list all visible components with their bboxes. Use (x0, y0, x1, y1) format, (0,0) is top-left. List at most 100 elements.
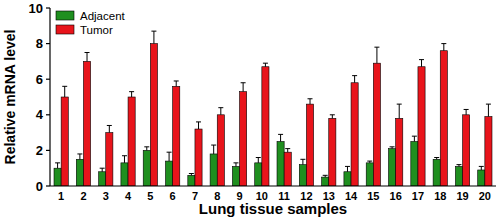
error-cap (151, 31, 156, 32)
error-stem (153, 31, 154, 43)
marks (54, 31, 492, 186)
error-bar (308, 99, 313, 104)
error-stem (443, 44, 444, 51)
bar (433, 159, 440, 186)
bar (99, 172, 106, 186)
error-stem (265, 63, 266, 67)
error-stem (258, 158, 259, 163)
error-bar (144, 147, 149, 151)
bar (366, 163, 373, 186)
bar (306, 104, 313, 186)
error-bar (323, 175, 328, 177)
legend-label: Tumor (80, 24, 113, 36)
x-tick-label: 19 (456, 190, 468, 202)
y-tick-label: 10 (29, 1, 43, 16)
y-tick (46, 7, 50, 8)
x-tick-label: 6 (170, 190, 176, 202)
error-stem (109, 125, 110, 132)
chart: 02468101234567891011121314151617181920Lu… (0, 0, 500, 221)
bar (195, 129, 202, 186)
error-bar (85, 53, 90, 62)
error-bar (330, 115, 335, 119)
error-bar (345, 166, 350, 171)
error-stem (481, 166, 482, 170)
error-cap (211, 145, 216, 146)
error-stem (376, 47, 377, 63)
error-cap (374, 47, 379, 48)
bar (329, 118, 336, 186)
bar (389, 149, 396, 186)
error-bar (456, 165, 461, 167)
error-stem (347, 166, 348, 171)
bar (262, 67, 269, 186)
error-cap (55, 162, 60, 163)
error-bar (211, 145, 216, 154)
y-tick-label: 6 (36, 72, 43, 87)
bar (373, 63, 380, 186)
error-stem (64, 86, 65, 97)
bar (255, 163, 262, 186)
error-stem (302, 159, 303, 164)
error-cap (308, 98, 313, 99)
error-stem (57, 163, 58, 168)
error-bar (434, 158, 439, 160)
x-tick-label: 20 (479, 190, 491, 202)
error-cap (122, 155, 127, 156)
x-tick-label: 2 (80, 190, 86, 202)
bar (210, 154, 217, 186)
bar (411, 142, 418, 187)
error-cap (300, 159, 305, 160)
error-bar (122, 156, 127, 163)
error-bar (167, 152, 172, 161)
error-bar (196, 122, 201, 129)
error-stem (87, 53, 88, 62)
error-bar (441, 44, 446, 51)
error-cap (263, 63, 268, 64)
error-bar (107, 125, 112, 132)
x-axis-title: Lung tissue samples (199, 200, 347, 217)
error-cap (330, 114, 335, 115)
legend: AdjacentTumor (56, 10, 126, 36)
x-tick-label: 17 (412, 190, 424, 202)
error-cap (441, 43, 446, 44)
bar (173, 86, 180, 186)
error-stem (124, 156, 125, 163)
error-bar (233, 163, 238, 167)
bar (106, 133, 113, 186)
error-bar (129, 92, 134, 97)
bar (478, 170, 485, 186)
bar (418, 67, 425, 186)
bar (76, 159, 83, 186)
error-bar (419, 60, 424, 67)
error-cap (144, 146, 149, 147)
error-cap (412, 136, 417, 137)
x-tick-label: 15 (367, 190, 379, 202)
error-stem (332, 115, 333, 119)
error-stem (146, 147, 147, 151)
error-bar (479, 166, 484, 170)
error-stem (79, 154, 80, 159)
y-tick (46, 150, 50, 151)
error-stem (176, 81, 177, 86)
error-cap (352, 75, 357, 76)
y-axis-title: Relative mRNA level (2, 30, 18, 165)
error-cap (256, 157, 261, 158)
bar (232, 166, 239, 186)
error-bar (367, 161, 372, 163)
error-cap (241, 82, 246, 83)
bar (299, 165, 306, 186)
error-cap (174, 80, 179, 81)
error-stem (198, 122, 199, 129)
bar (344, 172, 351, 186)
error-cap (129, 91, 134, 92)
error-cap (196, 121, 201, 122)
bar (455, 166, 462, 186)
error-cap (85, 52, 90, 53)
error-cap (419, 59, 424, 60)
error-cap (323, 175, 328, 176)
error-cap (434, 157, 439, 158)
x-tick-label: 1 (58, 190, 64, 202)
bar (440, 51, 447, 186)
bar (121, 163, 128, 186)
error-bar (189, 174, 194, 176)
